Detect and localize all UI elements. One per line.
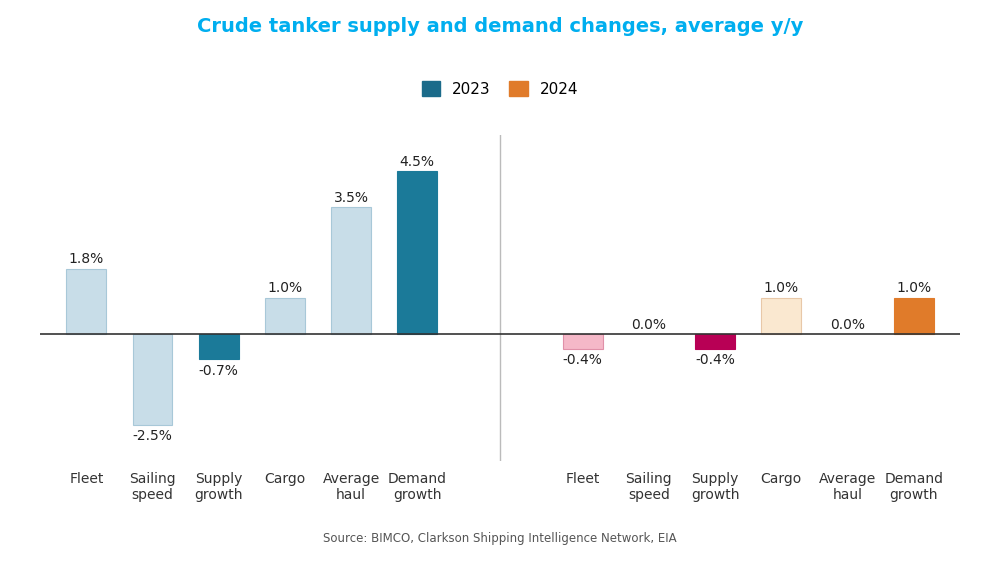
Text: 1.0%: 1.0%	[267, 282, 302, 295]
Bar	[563, 334, 603, 348]
Text: Source: BIMCO, Clarkson Shipping Intelligence Network, EIA: Source: BIMCO, Clarkson Shipping Intelli…	[323, 532, 677, 545]
Text: 3.5%: 3.5%	[334, 191, 369, 205]
Text: Crude tanker supply and demand changes, average y/y: Crude tanker supply and demand changes, …	[197, 17, 803, 36]
Bar	[397, 171, 437, 334]
Bar	[265, 298, 305, 334]
Text: 1.8%: 1.8%	[69, 252, 104, 266]
Text: 0.0%: 0.0%	[830, 318, 865, 332]
Bar	[695, 334, 735, 348]
Text: 4.5%: 4.5%	[400, 155, 435, 169]
Bar	[199, 334, 239, 360]
Bar	[331, 207, 371, 334]
Text: -0.7%: -0.7%	[199, 364, 239, 378]
Text: 0.0%: 0.0%	[631, 318, 666, 332]
Text: -0.4%: -0.4%	[695, 353, 735, 367]
Text: -0.4%: -0.4%	[563, 353, 603, 367]
Bar	[761, 298, 801, 334]
Bar	[66, 269, 106, 334]
Bar	[133, 334, 172, 425]
Bar	[894, 298, 934, 334]
Text: 1.0%: 1.0%	[764, 282, 799, 295]
Text: -2.5%: -2.5%	[133, 429, 172, 443]
Legend: 2023, 2024: 2023, 2024	[416, 75, 584, 103]
Text: 1.0%: 1.0%	[896, 282, 931, 295]
